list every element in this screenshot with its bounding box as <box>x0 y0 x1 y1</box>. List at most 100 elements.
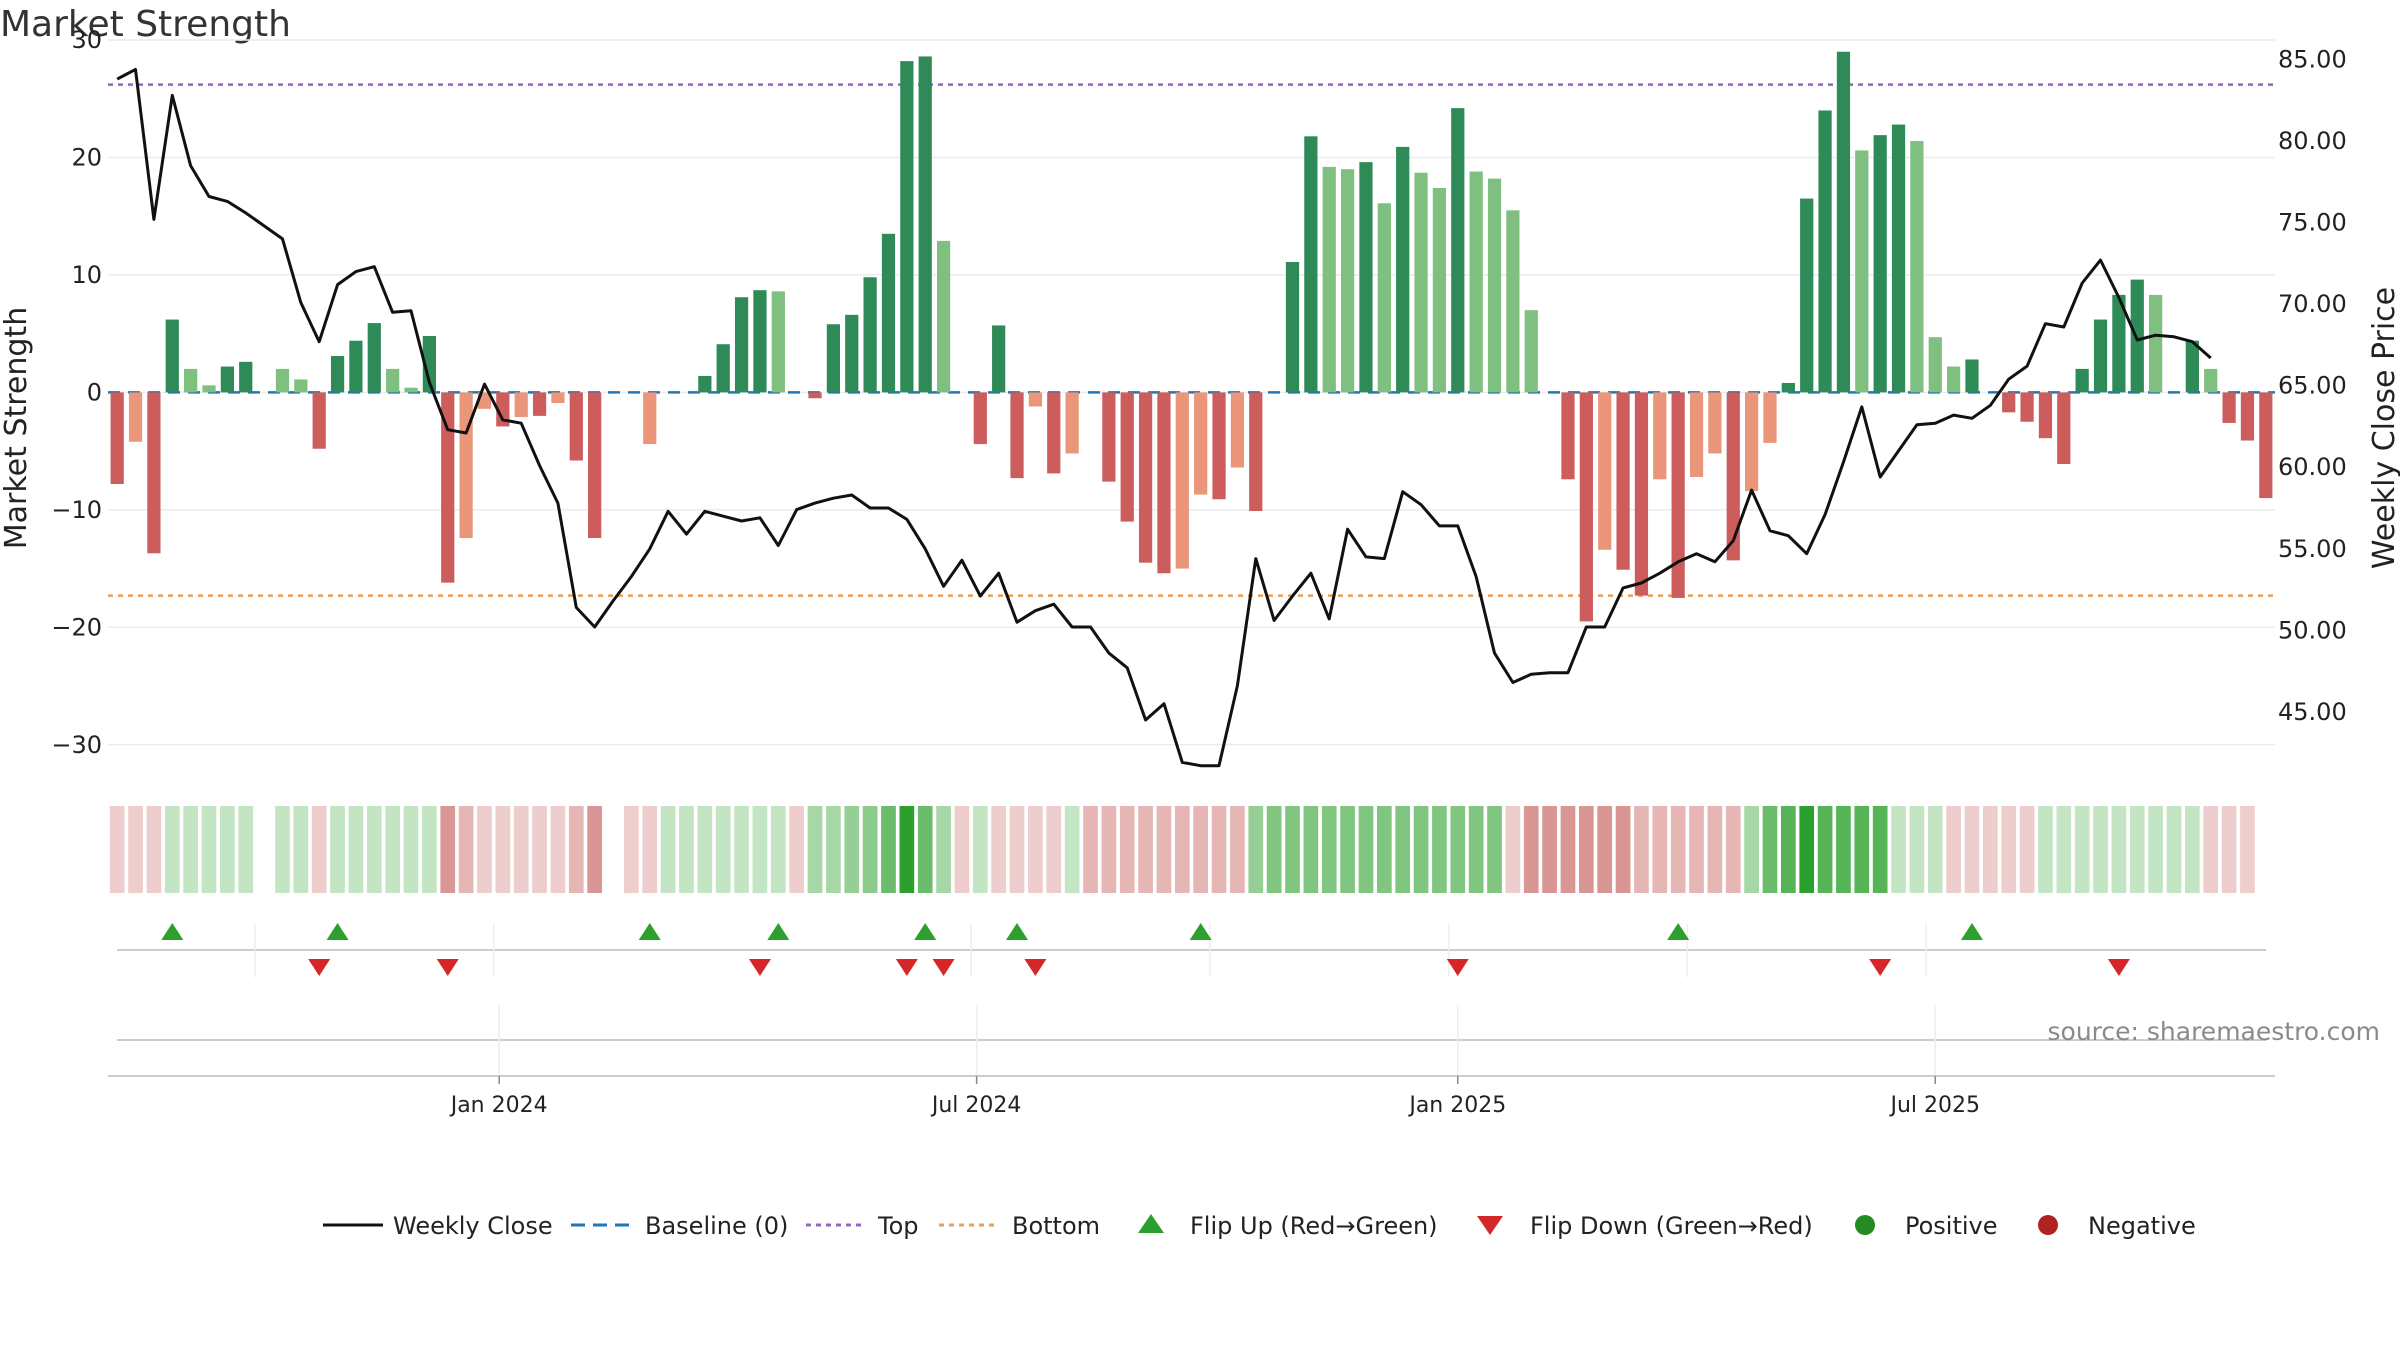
strength-bar <box>1194 392 1208 495</box>
strength-bar <box>1818 110 1832 393</box>
regime-cell <box>1578 806 1594 893</box>
regime-cell <box>1028 806 1043 893</box>
regime-cell <box>2203 806 2219 893</box>
regime-cell <box>1101 806 1117 893</box>
regime-cell <box>1725 806 1741 893</box>
regime-cell <box>1946 806 1961 893</box>
regime-cell <box>183 806 198 893</box>
regime-cell <box>568 806 584 893</box>
regime-cell <box>403 806 419 893</box>
legend: Weekly Close Baseline (0) Top Bottom Flip Up… <box>323 1212 2196 1240</box>
regime-cell <box>1193 806 1209 893</box>
regime-cell <box>1156 806 1172 893</box>
strength-bar <box>1157 392 1171 574</box>
strength-bar <box>992 325 1006 393</box>
regime-cell <box>458 806 474 893</box>
y-axis-title: Market Strength <box>0 307 34 549</box>
legend-item-flip-up: Flip Up (Red→Green) <box>1138 1212 1438 1240</box>
chart-title: Market Strength <box>0 4 291 45</box>
strength-bar <box>643 392 657 445</box>
strength-bar <box>1598 392 1612 550</box>
flip-up-marker <box>767 923 790 940</box>
regime-cell <box>1358 806 1374 893</box>
regime-cell <box>2148 806 2163 893</box>
strength-bar <box>588 392 602 539</box>
y2-tick-label: 45.00 <box>2278 698 2347 726</box>
strength-bar <box>2038 392 2053 439</box>
regime-cell <box>495 806 511 893</box>
y2-tick-label: 80.00 <box>2278 127 2347 155</box>
strength-bar <box>312 392 326 449</box>
strength-bar <box>1451 108 1465 393</box>
strength-bar <box>1855 150 1869 393</box>
strength-bar <box>2057 392 2071 465</box>
regime-cell <box>1487 806 1502 893</box>
strength-bar <box>1965 359 1979 393</box>
regime-cell <box>826 806 841 893</box>
legend-swatch <box>1855 1215 1875 1235</box>
regime-cell <box>1432 806 1447 893</box>
regime-cell <box>697 806 713 893</box>
regime-cell <box>422 806 437 893</box>
regime-cell <box>917 806 933 893</box>
regime-cell <box>862 806 878 893</box>
regime-cell <box>1303 806 1319 893</box>
y-tick-label: 20 <box>71 143 102 171</box>
regime-cell <box>293 806 309 893</box>
regime-cell <box>1468 806 1484 893</box>
strength-bar <box>1138 392 1153 563</box>
regime-cell <box>2166 806 2182 893</box>
flip-down-marker <box>308 959 331 976</box>
strength-bar <box>698 375 712 393</box>
regime-cell <box>109 806 125 893</box>
regime-cell <box>1891 806 1906 893</box>
regime-cell <box>1983 806 1998 893</box>
legend-item-bottom: Bottom <box>939 1212 1100 1240</box>
strength-bar <box>936 240 951 393</box>
regime-cell <box>1799 806 1815 893</box>
strength-bar <box>367 323 381 393</box>
flip-down-marker <box>1869 959 1892 976</box>
strength-bar <box>184 368 198 393</box>
strength-bar <box>753 290 767 393</box>
regime-cell <box>2074 806 2090 893</box>
strength-bar <box>532 392 547 416</box>
y-tick-label: 0 <box>87 378 102 406</box>
regime-cell <box>146 806 162 893</box>
legend-label: Flip Up (Red→Green) <box>1190 1212 1438 1240</box>
strength-bar <box>1322 166 1336 393</box>
strength-bar <box>569 392 583 461</box>
flip-down-marker <box>748 959 771 976</box>
regime-cell <box>348 806 364 893</box>
flip-down-marker <box>1446 959 1469 976</box>
strength-bar <box>845 314 859 393</box>
date-tick-label: Jan 2024 <box>449 1093 548 1118</box>
flip-up-marker <box>326 923 349 940</box>
strength-bar <box>2204 368 2218 393</box>
regime-cell <box>311 806 327 893</box>
y2-tick-label: 50.00 <box>2278 616 2347 644</box>
y-tick-label: −10 <box>51 496 102 524</box>
strength-bar <box>147 392 161 554</box>
regime-cell <box>1597 806 1613 893</box>
y-axis-ticks: 30 20 10 0 −10 −20 −30 <box>51 26 102 759</box>
strength-bar <box>514 392 528 418</box>
regime-cell <box>1285 806 1300 893</box>
strength-bar <box>826 324 841 393</box>
legend-swatch <box>1477 1216 1503 1235</box>
regime-cell <box>1762 806 1778 893</box>
flip-up-marker <box>914 923 937 940</box>
flip-down-marker <box>932 959 955 976</box>
strength-bar <box>734 297 749 393</box>
strength-bar <box>459 392 473 539</box>
strength-bar <box>496 392 510 427</box>
regime-cell <box>2221 806 2237 893</box>
strength-bar <box>1781 382 1795 393</box>
legend-item-flip-down: Flip Down (Green→Red) <box>1477 1212 1813 1240</box>
legend-label: Weekly Close <box>393 1212 553 1240</box>
strength-bar <box>1653 392 1667 480</box>
regime-cell <box>1009 806 1025 893</box>
legend-item-negative: Negative <box>2038 1212 2196 1240</box>
strength-bar <box>551 392 565 403</box>
